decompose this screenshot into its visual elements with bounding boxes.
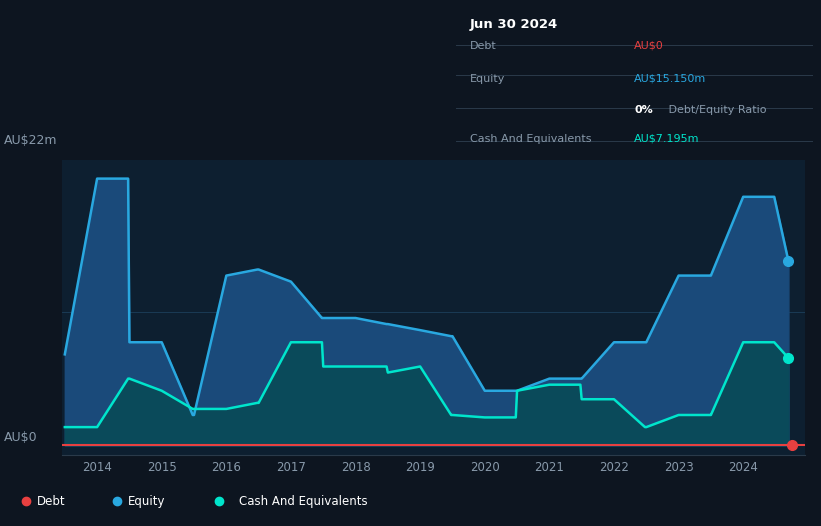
Text: AU$22m: AU$22m — [4, 134, 57, 147]
Text: AU$7.195m: AU$7.195m — [635, 134, 699, 144]
Text: Debt: Debt — [470, 41, 497, 50]
Text: Jun 30 2024: Jun 30 2024 — [470, 18, 558, 31]
Text: Equity: Equity — [470, 74, 505, 84]
Text: Cash And Equivalents: Cash And Equivalents — [239, 494, 368, 508]
Text: Cash And Equivalents: Cash And Equivalents — [470, 134, 591, 144]
Text: Debt: Debt — [37, 494, 66, 508]
Text: 0%: 0% — [635, 105, 653, 115]
Text: Equity: Equity — [127, 494, 165, 508]
Text: AU$0: AU$0 — [4, 431, 38, 444]
Text: AU$0: AU$0 — [635, 41, 664, 50]
Text: Debt/Equity Ratio: Debt/Equity Ratio — [664, 105, 766, 115]
Text: AU$15.150m: AU$15.150m — [635, 74, 707, 84]
